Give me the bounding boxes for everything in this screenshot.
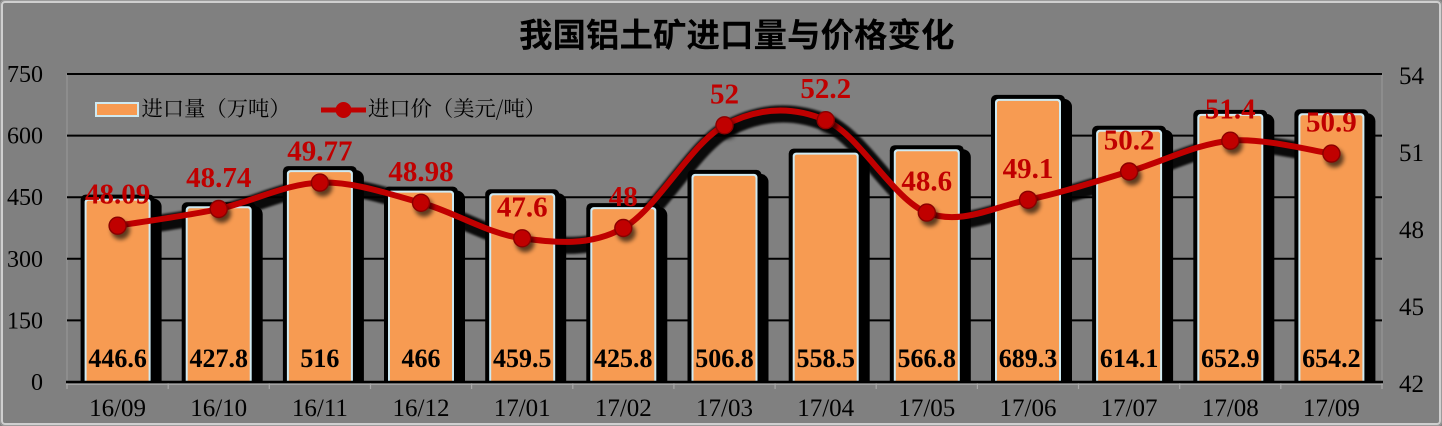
svg-text:16/11: 16/11 — [292, 395, 348, 422]
svg-text:689.3: 689.3 — [999, 344, 1058, 373]
svg-text:446.6: 446.6 — [88, 344, 147, 373]
svg-text:17/03: 17/03 — [696, 395, 753, 422]
svg-text:49.1: 49.1 — [1003, 153, 1054, 185]
svg-text:750: 750 — [7, 62, 43, 88]
svg-text:51: 51 — [1399, 140, 1424, 167]
svg-text:16/12: 16/12 — [393, 395, 450, 422]
svg-text:466: 466 — [402, 344, 441, 373]
svg-text:427.8: 427.8 — [189, 344, 248, 373]
svg-text:425.8: 425.8 — [594, 344, 653, 373]
svg-text:16/09: 16/09 — [89, 395, 146, 422]
svg-text:516: 516 — [300, 344, 339, 373]
svg-text:0: 0 — [31, 370, 43, 396]
svg-text:17/06: 17/06 — [1000, 395, 1057, 422]
svg-text:45: 45 — [1399, 294, 1424, 321]
svg-text:652.9: 652.9 — [1201, 344, 1260, 373]
svg-text:51.4: 51.4 — [1205, 94, 1256, 126]
svg-text:654.2: 654.2 — [1302, 344, 1361, 373]
svg-text:506.8: 506.8 — [695, 344, 754, 373]
svg-text:17/04: 17/04 — [797, 395, 854, 422]
svg-text:48.98: 48.98 — [388, 156, 453, 188]
svg-text:17/05: 17/05 — [898, 395, 955, 422]
svg-text:48.74: 48.74 — [186, 162, 251, 194]
svg-text:459.5: 459.5 — [493, 344, 552, 373]
svg-text:300: 300 — [7, 247, 43, 273]
svg-text:600: 600 — [7, 124, 43, 150]
svg-text:48.09: 48.09 — [85, 179, 150, 211]
svg-text:17/02: 17/02 — [595, 395, 652, 422]
svg-text:16/10: 16/10 — [190, 395, 247, 422]
svg-text:17/09: 17/09 — [1303, 395, 1360, 422]
svg-text:558.5: 558.5 — [796, 344, 855, 373]
svg-text:50.9: 50.9 — [1306, 107, 1357, 139]
svg-text:566.8: 566.8 — [898, 344, 957, 373]
svg-text:52: 52 — [710, 78, 739, 110]
svg-text:48.6: 48.6 — [901, 166, 952, 198]
svg-text:150: 150 — [7, 308, 43, 334]
svg-text:17/07: 17/07 — [1101, 395, 1158, 422]
svg-text:17/01: 17/01 — [494, 395, 551, 422]
svg-text:450: 450 — [7, 185, 43, 211]
svg-text:52.2: 52.2 — [800, 73, 851, 105]
svg-text:49.77: 49.77 — [287, 136, 352, 168]
svg-text:50.2: 50.2 — [1104, 125, 1155, 157]
svg-text:614.1: 614.1 — [1100, 344, 1159, 373]
svg-text:54: 54 — [1399, 63, 1425, 90]
svg-text:48: 48 — [609, 181, 638, 213]
svg-text:42: 42 — [1399, 371, 1424, 398]
svg-text:48: 48 — [1399, 217, 1424, 244]
svg-text:17/08: 17/08 — [1202, 395, 1259, 422]
svg-text:47.6: 47.6 — [497, 191, 548, 223]
